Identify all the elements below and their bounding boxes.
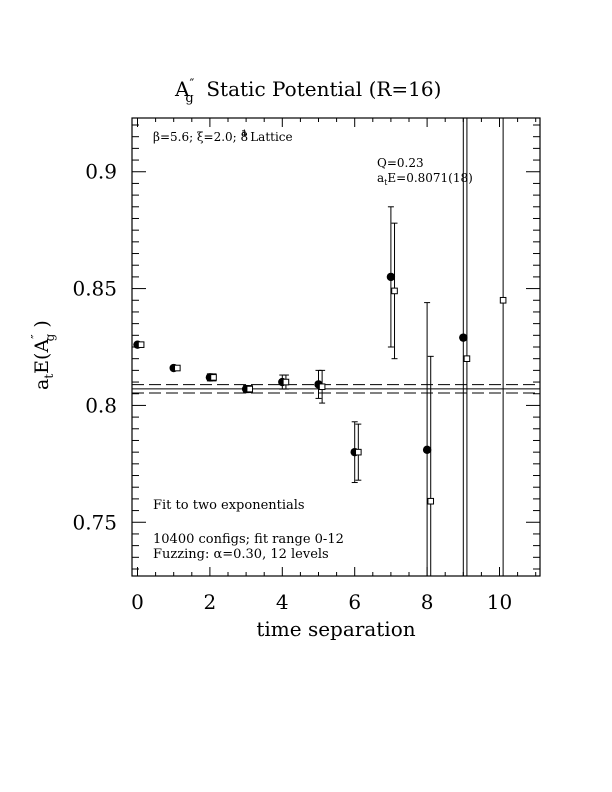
x-tick-label: 2	[204, 590, 217, 614]
data-point-circle	[386, 272, 396, 282]
fit-type-annotation: Fit to two exponentials	[153, 498, 305, 513]
axis-ticks	[132, 118, 540, 576]
data-point-circle	[422, 445, 432, 455]
x-tick-label: 6	[348, 590, 361, 614]
data-point-square	[318, 383, 326, 391]
y-tick-label: 0.9	[85, 160, 117, 184]
data-point-square	[427, 497, 435, 505]
data-point-square	[210, 374, 217, 381]
fuzzing-annotation: Fuzzing: α=0.30, 12 levels	[153, 547, 329, 562]
x-tick-label: 4	[276, 590, 289, 614]
fit-energy-annotation: atE=0.8071(18)	[377, 171, 473, 187]
data-point-circle	[459, 333, 468, 342]
fit-band	[132, 384, 540, 394]
y-tick-label: 0.85	[72, 277, 117, 301]
data-point-square	[463, 355, 471, 362]
configs-annotation: 10400 configs; fit range 0-12	[153, 532, 344, 547]
y-axis-label: atE(A″g )	[29, 320, 57, 390]
q-annotation: Q=0.23	[377, 156, 424, 170]
data-point-square	[355, 448, 362, 456]
chart-title: A″ g Static Potential (R=16)	[174, 77, 441, 106]
data-point-square	[499, 296, 507, 304]
lattice-annotation: β=5.6; ξ=2.0; 843 Lattice	[153, 129, 293, 144]
y-tick-label: 0.75	[72, 510, 117, 534]
x-tick-label: 10	[487, 590, 512, 614]
data-point-square	[174, 364, 181, 372]
x-tick-labels: 0 2 4 6 8 10	[131, 590, 512, 614]
data-point-square	[282, 378, 290, 386]
x-tick-label: 0	[131, 590, 144, 614]
x-axis-label: time separation	[256, 617, 415, 641]
y-tick-label: 0.8	[85, 393, 117, 417]
data-points	[133, 118, 507, 576]
data-point-square	[246, 385, 254, 393]
y-tick-labels: 0.75 0.8 0.85 0.9	[72, 160, 117, 535]
data-point-square	[391, 287, 398, 295]
x-tick-label: 8	[421, 590, 434, 614]
data-point-square	[137, 341, 145, 348]
